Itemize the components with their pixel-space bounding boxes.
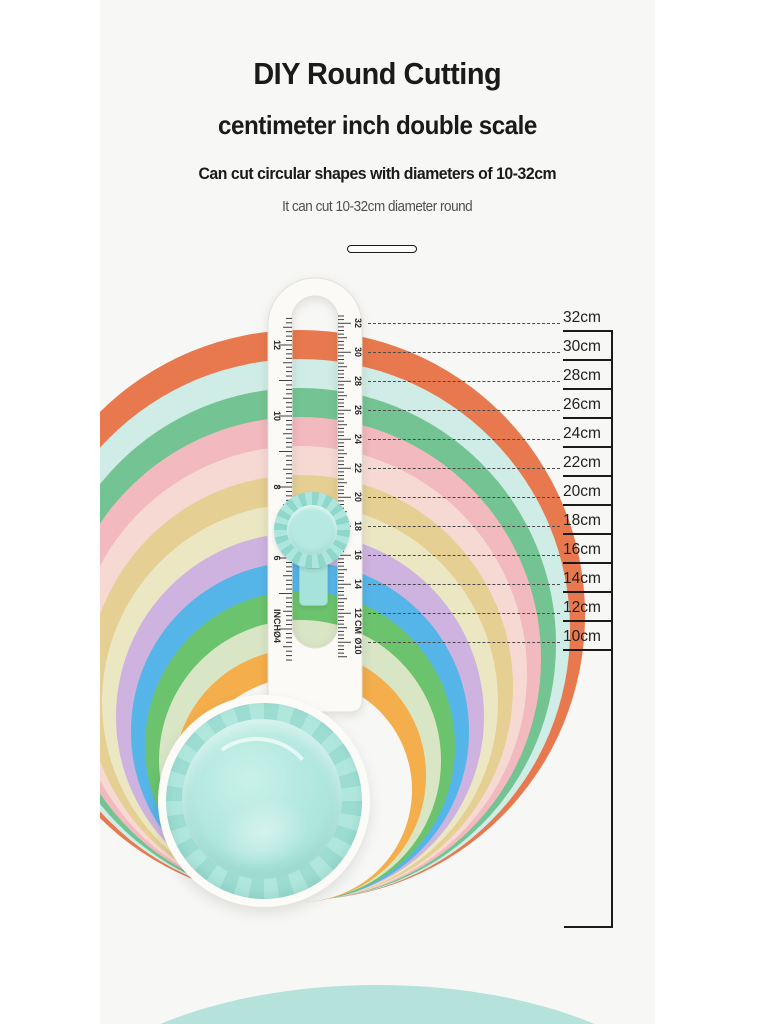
size-label-18cm: 18cm (563, 512, 601, 529)
svg-text:16: 16 (353, 550, 363, 560)
leader-26cm (368, 410, 560, 411)
leader-22cm (368, 468, 560, 469)
description-line-1: Can cut circular shapes with diameters o… (198, 164, 557, 183)
ruler-ticks (279, 315, 351, 661)
size-label-28cm: 28cm (563, 367, 601, 384)
size-underline-28cm (563, 388, 612, 390)
svg-text:CM: CM (353, 620, 363, 634)
size-label-12cm: 12cm (563, 599, 601, 616)
size-underline-22cm (563, 475, 612, 477)
svg-text:12: 12 (353, 608, 363, 618)
size-underline-14cm (563, 591, 612, 593)
svg-text:8: 8 (272, 484, 282, 489)
size-underline-20cm (563, 504, 612, 506)
leader-30cm (368, 352, 560, 353)
bottom-surface-ellipse (100, 985, 655, 1024)
page-title: DIY Round Cutting (253, 56, 502, 91)
svg-text:18: 18 (353, 521, 363, 531)
leader-14cm (368, 584, 560, 585)
svg-text:INCHØ4: INCHØ4 (272, 609, 282, 643)
svg-text:20: 20 (353, 492, 363, 502)
size-label-16cm: 16cm (563, 541, 601, 558)
size-label-32cm: 32cm (563, 309, 601, 326)
ruler-scale-numbers: 32 30 28 26 24 22 20 18 16 14 12 CM Ø10 12 10 8 6 INCHØ4 (272, 318, 363, 655)
bracket-line (611, 330, 613, 927)
size-underline-16cm (563, 562, 612, 564)
size-label-22cm: 22cm (563, 454, 601, 471)
size-underline-12cm (563, 620, 612, 622)
ruler-tool: 32 30 28 26 24 22 20 18 16 14 12 CM Ø10 12 10 8 6 INCHØ4 (267, 277, 363, 713)
size-label-26cm: 26cm (563, 396, 601, 413)
size-underline-30cm (563, 359, 612, 361)
svg-text:28: 28 (353, 376, 363, 386)
svg-text:14: 14 (353, 579, 363, 589)
size-label-20cm: 20cm (563, 483, 601, 500)
svg-text:22: 22 (353, 463, 363, 473)
svg-text:26: 26 (353, 405, 363, 415)
svg-text:6: 6 (272, 555, 282, 560)
dial-bowl[interactable] (182, 719, 342, 879)
size-underline-18cm (563, 533, 612, 535)
description-line-2: It can cut 10-32cm diameter round (282, 199, 473, 215)
size-underline-10cm (563, 649, 612, 651)
photo-panel: DIY Round Cutting centimeter inch double… (100, 0, 655, 1024)
size-label-10cm: 10cm (563, 628, 601, 645)
leader-16cm (368, 555, 560, 556)
size-label-14cm: 14cm (563, 570, 601, 587)
divider-pill (347, 245, 417, 253)
leader-32cm (368, 323, 560, 324)
size-underline-24cm (563, 446, 612, 448)
svg-text:32: 32 (353, 318, 363, 328)
svg-text:12: 12 (272, 340, 282, 350)
svg-text:30: 30 (353, 347, 363, 357)
adjustment-knob-center[interactable] (287, 505, 337, 555)
size-label-24cm: 24cm (563, 425, 601, 442)
leader-18cm (368, 526, 560, 527)
svg-text:24: 24 (353, 434, 363, 444)
leader-10cm (368, 642, 560, 643)
size-label-30cm: 30cm (563, 338, 601, 355)
size-underline-32cm (563, 330, 612, 332)
size-underline-26cm (563, 417, 612, 419)
leader-20cm (368, 497, 560, 498)
bracket-stub (564, 926, 613, 928)
svg-text:10: 10 (272, 411, 282, 421)
leader-28cm (368, 381, 560, 382)
page-subtitle: centimeter inch double scale (218, 110, 537, 140)
leader-24cm (368, 439, 560, 440)
svg-text:Ø10: Ø10 (353, 637, 363, 654)
leader-12cm (368, 613, 560, 614)
